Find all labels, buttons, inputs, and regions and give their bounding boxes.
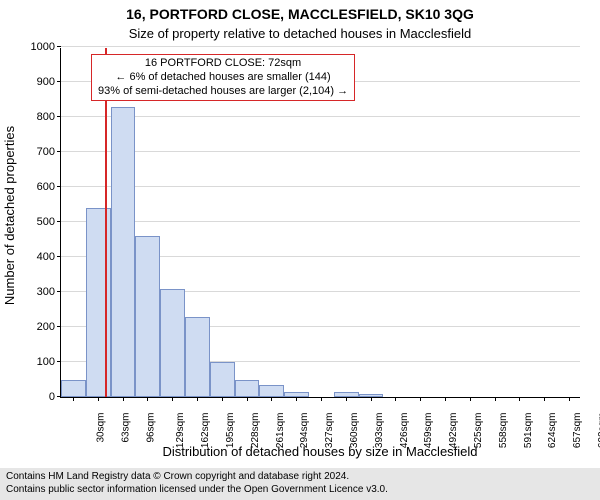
xtick-label: 360sqm [349, 413, 360, 449]
xtick-mark [544, 397, 545, 401]
ytick-label: 700 [37, 146, 55, 158]
xtick-mark [222, 397, 223, 401]
chart-subtitle: Size of property relative to detached ho… [0, 26, 600, 41]
ytick-label: 400 [37, 251, 55, 263]
xtick-mark [197, 397, 198, 401]
xtick-label: 525sqm [473, 413, 484, 449]
xtick-label: 162sqm [200, 413, 211, 449]
ytick-label: 200 [37, 321, 55, 333]
ytick-mark [57, 116, 61, 117]
histogram-bar [259, 385, 284, 397]
footer-line-1: Contains HM Land Registry data © Crown c… [6, 471, 594, 484]
gridline-h [61, 116, 580, 117]
xtick-label: 657sqm [572, 413, 583, 449]
xtick-mark [519, 397, 520, 401]
xtick-mark [445, 397, 446, 401]
histogram-bar [135, 236, 160, 397]
xtick-mark [569, 397, 570, 401]
y-axis-label: Number of detached properties [0, 0, 20, 430]
xtick-label: 624sqm [547, 413, 558, 449]
xtick-mark [321, 397, 322, 401]
xtick-label: 129sqm [175, 413, 186, 449]
xtick-label: 261sqm [275, 413, 286, 449]
xtick-label: 426sqm [399, 413, 410, 449]
histogram-bar [210, 362, 235, 397]
xtick-label: 492sqm [448, 413, 459, 449]
gridline-h [61, 46, 580, 47]
ytick-label: 800 [37, 111, 55, 123]
xtick-mark [470, 397, 471, 401]
ytick-label: 900 [37, 76, 55, 88]
xtick-mark [123, 397, 124, 401]
xtick-mark [172, 397, 173, 401]
xtick-mark [296, 397, 297, 401]
xtick-mark [73, 397, 74, 401]
xtick-label: 30sqm [96, 413, 107, 443]
xtick-label: 558sqm [498, 413, 509, 449]
xtick-label: 195sqm [225, 413, 236, 449]
plot-area: 0100200300400500600700800900100030sqm63s… [60, 48, 580, 398]
ytick-mark [57, 46, 61, 47]
xtick-label: 228sqm [250, 413, 261, 449]
xtick-label: 327sqm [324, 413, 335, 449]
ytick-label: 0 [49, 391, 55, 403]
ytick-mark [57, 291, 61, 292]
footer-line-2: Contains public sector information licen… [6, 484, 594, 497]
ytick-mark [57, 361, 61, 362]
histogram-bar [160, 289, 185, 398]
annotation-line: 16 PORTFORD CLOSE: 72sqm [98, 57, 348, 71]
ytick-label: 1000 [31, 41, 55, 53]
xtick-mark [247, 397, 248, 401]
ytick-label: 100 [37, 356, 55, 368]
xtick-mark [495, 397, 496, 401]
histogram-bar [61, 380, 86, 398]
y-axis-label-text: Number of detached properties [3, 125, 18, 304]
ytick-mark [57, 81, 61, 82]
ytick-label: 600 [37, 181, 55, 193]
xtick-label: 591sqm [523, 413, 534, 449]
xtick-mark [395, 397, 396, 401]
gridline-h [61, 186, 580, 187]
histogram-bar [235, 380, 260, 398]
xtick-label: 393sqm [374, 413, 385, 449]
xtick-mark [420, 397, 421, 401]
ytick-mark [57, 151, 61, 152]
xtick-label: 459sqm [423, 413, 434, 449]
annotation-line: 93% of semi-detached houses are larger (… [98, 85, 348, 99]
xtick-label: 63sqm [120, 413, 131, 443]
annotation-box: 16 PORTFORD CLOSE: 72sqm← 6% of detached… [91, 54, 355, 101]
xtick-mark [271, 397, 272, 401]
histogram-bar [86, 208, 111, 397]
xtick-mark [371, 397, 372, 401]
xtick-mark [147, 397, 148, 401]
histogram-bar [111, 107, 136, 398]
histogram-bar [185, 317, 210, 398]
xtick-label: 294sqm [299, 413, 310, 449]
xtick-label: 96sqm [145, 413, 156, 443]
xtick-mark [346, 397, 347, 401]
x-axis-label: Distribution of detached houses by size … [60, 444, 580, 459]
annotation-line: ← 6% of detached houses are smaller (144… [98, 71, 348, 85]
gridline-h [61, 151, 580, 152]
chart-address-title: 16, PORTFORD CLOSE, MACCLESFIELD, SK10 3… [0, 6, 600, 22]
chart-container: 16, PORTFORD CLOSE, MACCLESFIELD, SK10 3… [0, 0, 600, 500]
ytick-mark [57, 326, 61, 327]
ytick-label: 300 [37, 286, 55, 298]
ytick-mark [57, 221, 61, 222]
ytick-mark [57, 256, 61, 257]
footer-attribution: Contains HM Land Registry data © Crown c… [0, 468, 600, 500]
xtick-mark [98, 397, 99, 401]
ytick-label: 500 [37, 216, 55, 228]
gridline-h [61, 221, 580, 222]
ytick-mark [57, 186, 61, 187]
